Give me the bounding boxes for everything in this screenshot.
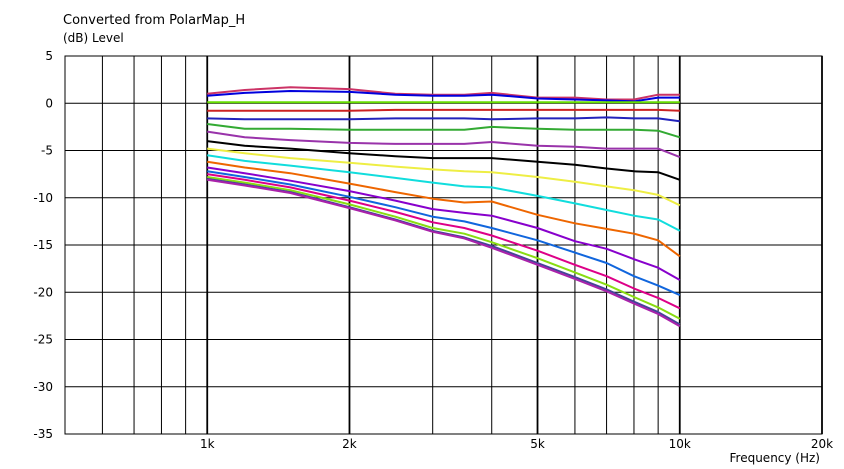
y-tick-labels: 5 0 -5 -10 -15 -20 -25 -30 -35 [33, 49, 53, 441]
y-tick-label: -25 [33, 333, 53, 347]
series-line-8 [207, 140, 681, 181]
series-line-6 [207, 123, 681, 139]
y-tick-label: -30 [33, 380, 53, 394]
y-tick-label: -15 [33, 238, 53, 252]
chart-title: Converted from PolarMap_H [63, 13, 245, 28]
y-axis-label: (dB) Level [63, 31, 124, 45]
y-tick-label: -10 [33, 191, 53, 205]
series-line-17 [207, 178, 681, 328]
series-line-2 [207, 90, 680, 103]
y-tick-label: 5 [45, 49, 53, 63]
series-line-10 [207, 154, 681, 232]
y-tick-label: -20 [33, 285, 53, 299]
series-line-14 [207, 173, 681, 310]
series-lines [207, 86, 681, 328]
y-tick-label: -5 [41, 144, 53, 158]
series-line-11 [207, 160, 681, 258]
series-line-9 [207, 147, 681, 207]
series-line-7 [207, 130, 681, 159]
x-tick-labels: 1k 2k 5k 10k 20k [200, 437, 833, 451]
grid [65, 55, 823, 435]
series-line-1 [207, 86, 680, 101]
x-tick-label: 5k [530, 437, 545, 451]
series-line-15 [207, 176, 681, 320]
x-tick-label: 10k [669, 437, 691, 451]
series-line-12 [207, 166, 681, 281]
x-axis-label: Frequency (Hz) [730, 451, 821, 465]
x-tick-label: 1k [200, 437, 215, 451]
y-tick-label: -35 [33, 427, 53, 441]
series-line-4 [207, 108, 680, 112]
x-tick-label: 20k [811, 437, 833, 451]
y-tick-label: 0 [45, 96, 53, 110]
x-tick-label: 2k [342, 437, 357, 451]
series-line-5 [207, 116, 680, 123]
series-line-13 [207, 170, 681, 297]
